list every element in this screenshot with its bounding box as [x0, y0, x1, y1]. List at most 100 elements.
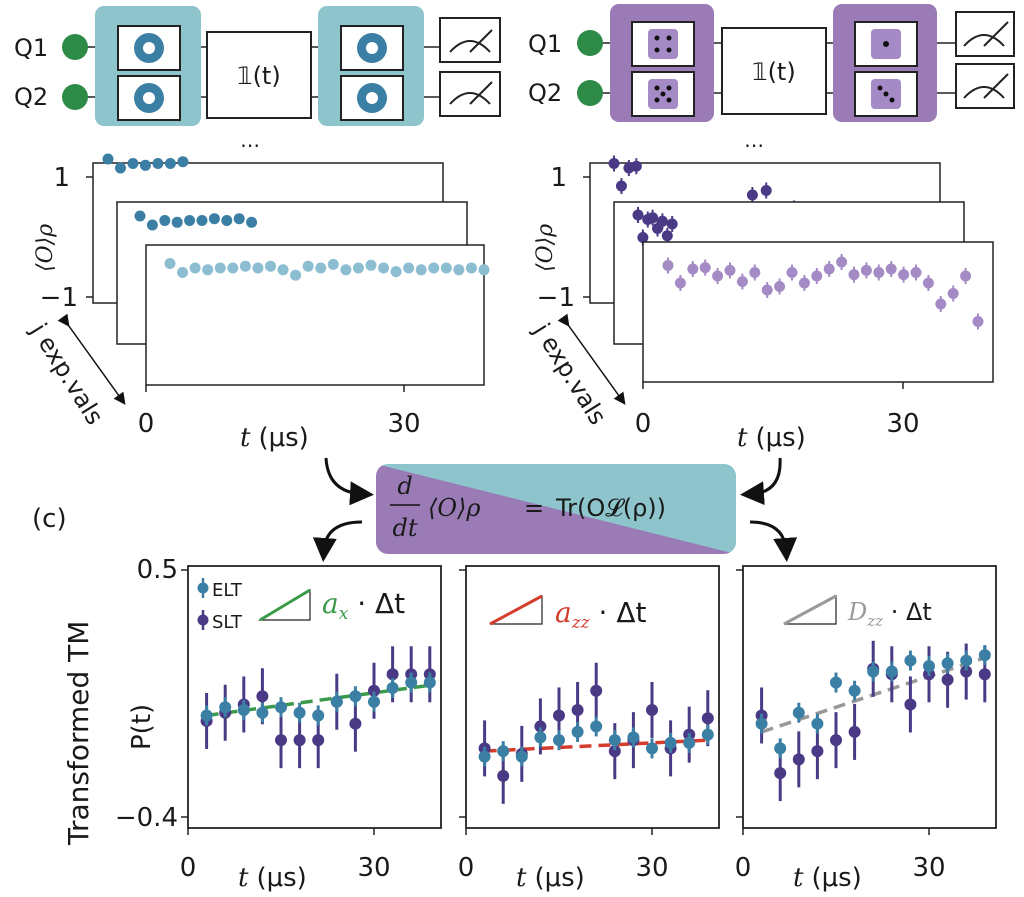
- xlabel: t (μs): [516, 863, 585, 893]
- panel-dzz-frame: [742, 565, 997, 829]
- bottom-ylabel-outer: Transformed TM: [62, 621, 95, 846]
- stack-ytick-top: 1: [53, 163, 70, 193]
- trace-point: [246, 216, 258, 228]
- trace-point: [227, 262, 239, 274]
- trace-point: [972, 316, 984, 327]
- elt-point: [386, 682, 399, 695]
- elt-point: [923, 660, 935, 673]
- eq-rhs: Tr(O𝓛(ρ)): [555, 494, 666, 522]
- panel-dzz: Dzz · Δt 0 30 t (μs): [735, 565, 997, 893]
- trace-point: [736, 276, 748, 288]
- trace-point: [687, 263, 699, 275]
- trace-point: [898, 269, 910, 281]
- trace-point: [214, 262, 226, 274]
- elt-point: [941, 657, 954, 670]
- trace-point: [196, 215, 208, 226]
- bottom-ytick-bottom: −0.4: [115, 803, 178, 833]
- trace-point: [239, 260, 251, 272]
- trace-point: [302, 260, 314, 272]
- circuit-slt: 𝟙(t) Q1 Q2: [528, 4, 1015, 122]
- elt-point: [293, 706, 306, 719]
- trace-point: [724, 264, 736, 276]
- trace-point: [252, 262, 264, 274]
- panel-azz-frame: [465, 565, 720, 829]
- trace-point: [935, 298, 947, 310]
- stack-xtick-30: 30: [387, 409, 420, 439]
- legend: ELT SLT: [197, 578, 243, 633]
- slt-point: [811, 745, 824, 758]
- slt-point: [386, 668, 399, 681]
- elt-point: [237, 703, 250, 716]
- stack-left: ⋯ 1 −1 ⟨O⟩ρ j exp.vals 0 30 t (μs): [24, 133, 490, 453]
- xtick-30: 30: [635, 853, 668, 883]
- trace-point: [189, 262, 201, 274]
- qubit-q2-dot: [577, 80, 603, 106]
- trace-point: [608, 158, 620, 169]
- back-trace-points: [102, 153, 189, 174]
- legend-slt-marker: [197, 614, 209, 626]
- eq-equals: =: [524, 494, 544, 522]
- trace-point: [134, 210, 146, 222]
- elt-point: [515, 750, 528, 763]
- eq-numerator: d: [397, 472, 412, 500]
- stack-ytick-top: 1: [550, 163, 567, 193]
- panel-azz-points: [478, 662, 714, 804]
- stack-xlabel: t (μs): [240, 423, 309, 453]
- eq-lhs: ⟨O⟩ρ: [428, 494, 481, 522]
- meter-icon: [449, 29, 493, 53]
- elt-point: [553, 734, 565, 747]
- legend-elt-label: ELT: [212, 580, 243, 601]
- panel-azz: azz · Δt 0 30 t (μs): [458, 565, 720, 893]
- elt-point: [792, 706, 805, 719]
- front-trace-points: [662, 254, 984, 330]
- bottom-ytick-top: 0.5: [137, 555, 178, 585]
- elt-point: [848, 684, 861, 697]
- slt-point: [608, 745, 621, 758]
- back-trace-points: [608, 155, 800, 217]
- stack-depth-label: j exp.vals: [24, 317, 109, 429]
- elt-point: [830, 676, 842, 689]
- trace-point: [290, 269, 302, 281]
- elt-point: [200, 709, 213, 722]
- stack-ytick-bottom: −1: [40, 283, 78, 313]
- slt-point: [590, 684, 603, 697]
- eq-denominator: dt: [392, 514, 417, 542]
- trace-point: [440, 262, 452, 274]
- elt-point: [497, 745, 510, 758]
- elt-point: [330, 695, 343, 708]
- equation-box: d dt ⟨O⟩ρ = Tr(O𝓛(ρ)): [376, 464, 736, 554]
- trace-point: [662, 260, 674, 271]
- elt-point: [811, 717, 824, 730]
- meter-box: [955, 63, 1015, 109]
- trace-point: [656, 215, 668, 227]
- qubit-q2-dot: [62, 84, 88, 110]
- trace-point: [760, 185, 772, 196]
- elt-point: [978, 649, 991, 662]
- xlabel: t (μs): [793, 863, 862, 893]
- trace-point: [922, 277, 934, 289]
- stack-ellipsis: ⋯: [240, 133, 260, 157]
- dice-icon: [648, 79, 678, 109]
- trace-point: [171, 216, 183, 228]
- elt-point: [590, 720, 603, 733]
- annotation-ax: ax · Δt: [322, 587, 405, 624]
- slt-point: [275, 734, 287, 747]
- trace-point: [378, 262, 390, 274]
- legend-slt-label: SLT: [212, 612, 243, 633]
- dice-icon: [648, 29, 678, 59]
- elt-point: [885, 665, 898, 678]
- qubit-q2-label: Q2: [528, 79, 562, 107]
- trace-point: [365, 259, 377, 271]
- trace-point: [823, 263, 835, 275]
- trace-point: [340, 264, 352, 276]
- trace-point: [873, 267, 885, 278]
- front-trace-points: [164, 258, 490, 281]
- trace-point: [674, 277, 686, 289]
- trace-point: [159, 215, 171, 226]
- trace-point: [478, 264, 490, 276]
- trace-point: [390, 266, 402, 278]
- elt-point: [664, 736, 677, 749]
- trace-point: [860, 264, 872, 276]
- trace-point: [960, 270, 972, 282]
